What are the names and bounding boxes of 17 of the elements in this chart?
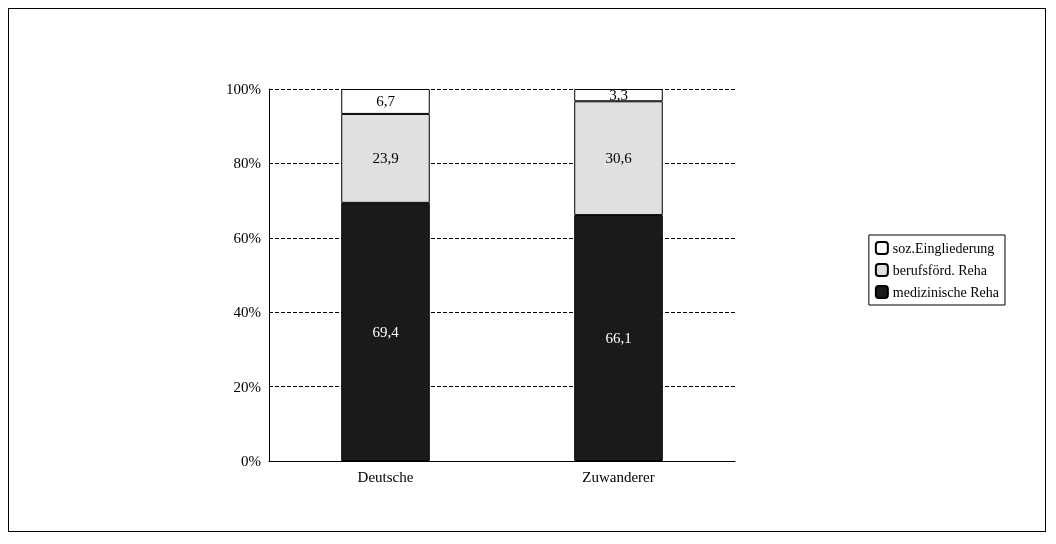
data-label: 30,6 (605, 150, 633, 167)
y-tick-label: 0% (241, 453, 261, 469)
y-tick-label: 100% (226, 81, 261, 97)
data-label: 69,4 (372, 323, 400, 340)
legend-label: soz.Eingliederung (892, 240, 995, 256)
y-tick-label: 60% (233, 229, 261, 246)
data-label: 66,1 (605, 330, 632, 347)
data-label: 6,7 (376, 93, 396, 110)
legend-label: medizinische Reha (892, 284, 1000, 300)
x-tick-label: Zuwanderer (582, 468, 655, 485)
data-label: 23,9 (372, 150, 399, 167)
x-tick-label: Deutsche (357, 468, 414, 485)
y-tick-label: 20% (233, 378, 261, 395)
y-tick-label: 40% (233, 304, 261, 321)
data-label: 3,3 (609, 87, 628, 104)
legend-label: berufsförd. Reha (892, 262, 988, 278)
y-tick-label: 80% (233, 155, 261, 172)
